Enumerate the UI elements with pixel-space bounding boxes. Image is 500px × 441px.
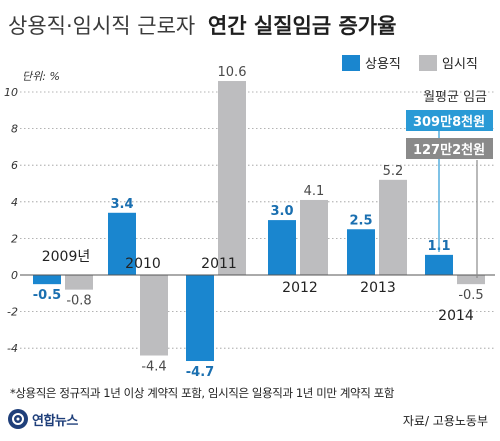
x-tick-label: 2011 (201, 256, 237, 272)
title-bold: 연간 실질임금 증가율 (208, 14, 397, 38)
value-label: -0.5 (458, 288, 483, 303)
gridlines (20, 91, 495, 349)
bar-temporary (140, 275, 168, 356)
y-tick-label: -2 (7, 306, 18, 319)
value-label: 5.2 (383, 164, 404, 179)
bar-temporary (379, 179, 407, 275)
unit-label: 단위: % (22, 70, 60, 83)
bar-temporary (457, 275, 485, 285)
legend-label-regular: 상용직 (365, 57, 401, 72)
bar-temporary (218, 81, 246, 276)
bar-regular (347, 229, 375, 275)
y-tick-label: 6 (11, 159, 18, 172)
legend-swatch-regular (342, 55, 360, 71)
avg-wage-regular-value: 309만8천원 (413, 114, 485, 130)
value-label: 3.0 (270, 204, 293, 219)
source-credit: 자료/ 고용노동부 (402, 414, 488, 428)
y-tick-label: 8 (11, 123, 18, 136)
value-label: 4.1 (304, 184, 325, 199)
bar-regular (108, 212, 136, 275)
bar-regular (425, 254, 453, 275)
avg-wage-label: 월평균 임금 (423, 90, 487, 105)
bar-temporary (300, 199, 328, 275)
x-tick-label: 2013 (360, 280, 396, 296)
title-light: 상용직·임시직 근로자 (8, 14, 195, 38)
legend-label-temporary: 임시직 (442, 57, 478, 72)
y-tick-label: 2 (11, 232, 18, 245)
x-tick-label: 2009년 (42, 249, 91, 265)
y-tick-label: 4 (11, 196, 18, 209)
value-label: -4.7 (186, 365, 214, 380)
value-label: -0.8 (66, 294, 91, 309)
bar-regular (186, 275, 214, 362)
y-tick-label: 0 (11, 269, 18, 282)
logo-text: 연합뉴스 (32, 413, 78, 429)
bar-regular (33, 275, 61, 285)
y-tick-label: 10 (4, 86, 18, 99)
bars (33, 81, 485, 362)
value-label: 3.4 (110, 197, 133, 212)
x-tick-label: 2012 (282, 280, 318, 296)
footnote: *상용직은 정규직과 1년 이상 계약직 포함, 임시직은 일용직과 1년 미만… (10, 386, 395, 400)
x-tick-label: 2010 (125, 256, 161, 272)
y-tick-label: -4 (7, 342, 18, 355)
value-label: -4.4 (141, 360, 166, 375)
y-axis-ticks: 10 8 6 4 2 0 -2 -4 (4, 86, 18, 355)
logo-mark-icon (8, 409, 28, 429)
logo: 연합뉴스 (8, 409, 78, 429)
value-label: 2.5 (349, 213, 372, 228)
avg-wage-temporary-value: 127만2천원 (413, 142, 485, 158)
legend-swatch-temporary (419, 55, 437, 71)
value-label: 10.6 (218, 65, 247, 80)
x-tick-label: 2014 (438, 308, 474, 324)
value-label: -0.5 (33, 288, 61, 303)
avg-wage-temporary-box (406, 138, 493, 159)
bar-temporary (65, 275, 93, 290)
x-axis-labels: 2009년 2010 2011 2012 2013 2014 (42, 249, 474, 324)
avg-wage-regular-box (406, 110, 493, 131)
bar-regular (268, 220, 296, 275)
chart-title: 상용직·임시직 근로자 연간 실질임금 증가율 (8, 14, 396, 38)
